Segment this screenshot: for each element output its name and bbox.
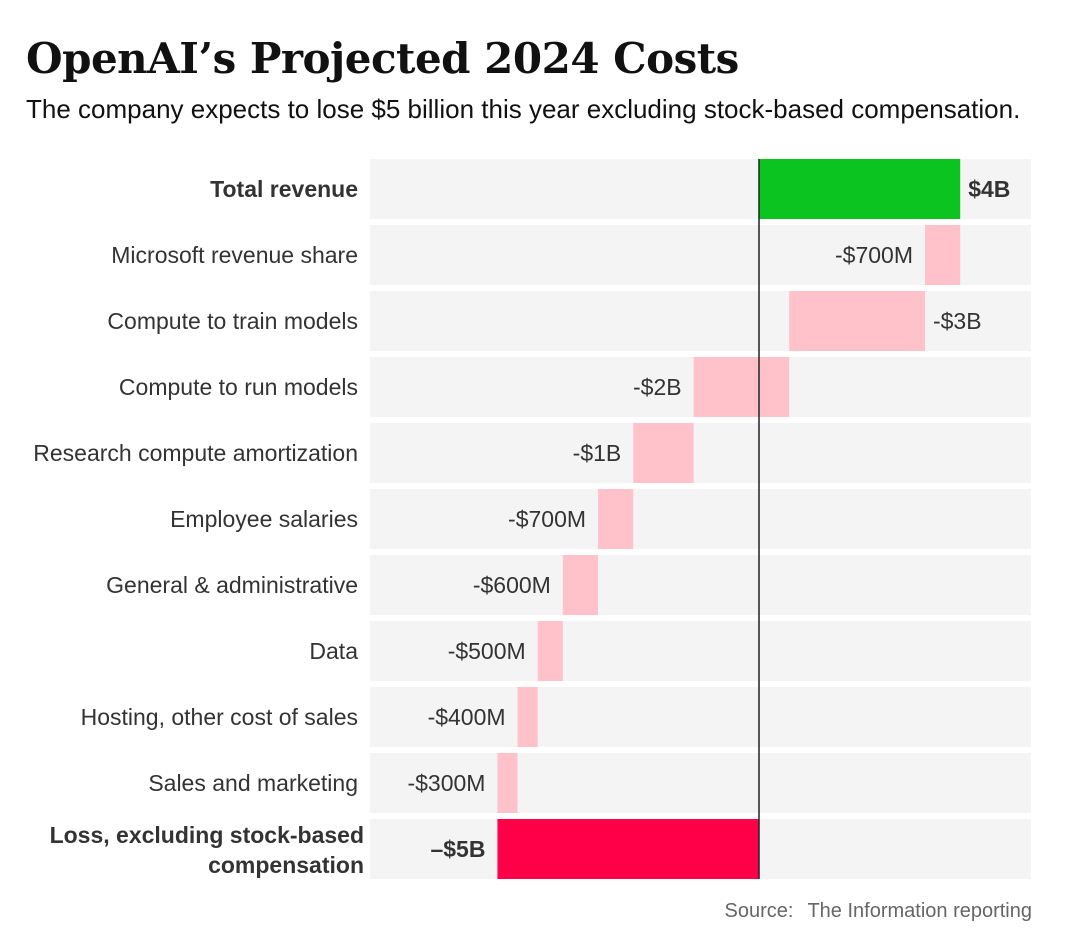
chart-subtitle: The company expects to lose $5 billion t… <box>26 94 1021 124</box>
value-label-total-revenue: $4B <box>968 176 1010 202</box>
category-label-research-compute-amortization: Research compute amortization <box>33 440 358 466</box>
category-label-hosting-other-cost-of-sales: Hosting, other cost of sales <box>81 704 358 730</box>
row-bg-compute-to-train-models <box>370 291 1031 351</box>
row-bg-data <box>370 621 1031 681</box>
row-bg-employee-salaries <box>370 489 1031 549</box>
source-text: The Information reporting <box>807 900 1032 922</box>
value-label-compute-to-train-models: -$3B <box>933 308 982 334</box>
category-label-general-administrative: General & administrative <box>106 572 358 598</box>
category-label-microsoft-revenue-share: Microsoft revenue share <box>111 242 358 268</box>
bar-loss-excluding-stock-based-compensation <box>497 819 759 879</box>
bars <box>497 159 961 879</box>
chart-title: OpenAI’s Projected 2024 Costs <box>26 34 739 83</box>
bar-hosting-other-cost-of-sales <box>517 687 538 747</box>
category-label-employee-salaries: Employee salaries <box>170 506 358 532</box>
value-label-data: -$500M <box>448 638 526 664</box>
row-bg-sales-and-marketing <box>370 753 1031 813</box>
value-label-employee-salaries: -$700M <box>508 506 586 532</box>
category-label-total-revenue: Total revenue <box>210 176 358 202</box>
bar-general-administrative <box>562 555 599 615</box>
bar-research-compute-amortization <box>633 423 694 483</box>
source-label: Source: <box>724 900 794 922</box>
value-label-hosting-other-cost-of-sales: -$400M <box>428 704 506 730</box>
bar-employee-salaries <box>598 489 634 549</box>
value-label-loss-excluding-stock-based-compensation: –$5B <box>430 836 485 862</box>
row-bg-research-compute-amortization <box>370 423 1031 483</box>
category-label-data: Data <box>309 638 358 664</box>
value-label-sales-and-marketing: -$300M <box>407 770 485 796</box>
bar-compute-to-train-models <box>789 291 925 351</box>
value-label-general-administrative: -$600M <box>473 572 551 598</box>
bar-data <box>537 621 563 681</box>
row-bg-general-administrative <box>370 555 1031 615</box>
row-bg-hosting-other-cost-of-sales <box>370 687 1031 747</box>
category-label-compute-to-train-models: Compute to train models <box>107 308 358 334</box>
value-label-microsoft-revenue-share: -$700M <box>835 242 913 268</box>
value-labels: $4B -$700M -$3B -$2B -$1B -$700M -$600M -$500M -… <box>407 176 1010 862</box>
value-label-compute-to-run-models: -$2B <box>633 374 682 400</box>
category-labels: Total revenue Microsoft revenue share Comp… <box>33 176 364 878</box>
bar-compute-to-run-models <box>693 357 790 417</box>
category-label-sales-and-marketing: Sales and marketing <box>148 770 358 796</box>
bar-microsoft-revenue-share <box>924 225 961 285</box>
bar-sales-and-marketing <box>497 753 518 813</box>
category-label-compute-to-run-models: Compute to run models <box>119 374 358 400</box>
category-label-loss-excluding-stock-based-compensation: Loss, excluding stock-based compensation <box>50 822 364 878</box>
source-note: Source: The Information reporting <box>725 900 1033 923</box>
row-bg-microsoft-revenue-share <box>370 225 1031 285</box>
bar-total-revenue <box>759 159 961 219</box>
value-label-research-compute-amortization: -$1B <box>573 440 622 466</box>
